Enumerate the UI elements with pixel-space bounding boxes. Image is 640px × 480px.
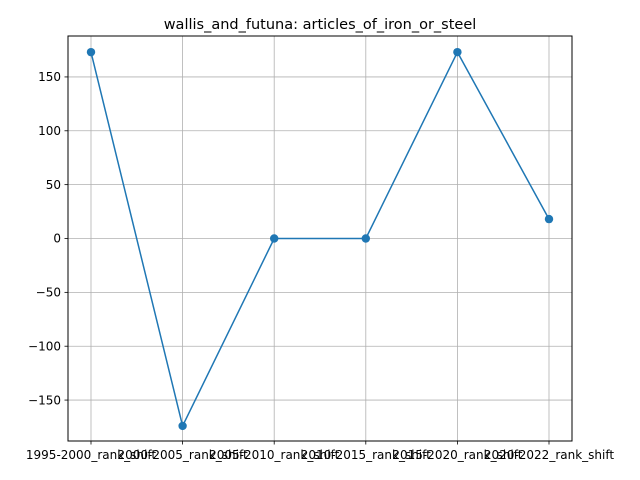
data-point	[544, 214, 554, 224]
x-tick-label: 2015-2020_rank_shift	[392, 448, 522, 462]
y-axis: −150 −100 −50 0 50 100 150	[28, 70, 68, 407]
data-point	[361, 234, 370, 243]
x-axis: 1995-2000_rank_shift2000-2005_rank_shift…	[26, 441, 614, 462]
y-tick-label: −100	[28, 339, 61, 353]
series-line	[90, 51, 550, 427]
data-point	[270, 234, 279, 243]
chart-title: wallis_and_futuna: articles_of_iron_or_s…	[164, 17, 477, 33]
x-tick-label: 2020-2022_rank_shift	[484, 448, 614, 462]
data-point	[86, 47, 96, 57]
y-tick-label: 100	[38, 124, 61, 138]
data-point	[178, 421, 187, 431]
x-tick-label: 2010-2015_rank_shift	[301, 448, 431, 462]
x-tick-label: 2000-2005_rank_shift	[118, 448, 248, 462]
x-tick-label: 2005-2010_rank_shift	[209, 448, 339, 462]
y-tick-label: 50	[46, 178, 61, 192]
y-tick-label: −50	[36, 286, 61, 300]
y-tick-label: −150	[28, 393, 61, 407]
series-layer	[86, 47, 554, 431]
y-tick-label: 150	[38, 70, 61, 84]
y-tick-label: 0	[53, 232, 61, 246]
x-tick-label: 1995-2000_rank_shift	[26, 448, 156, 462]
data-point	[453, 47, 462, 57]
